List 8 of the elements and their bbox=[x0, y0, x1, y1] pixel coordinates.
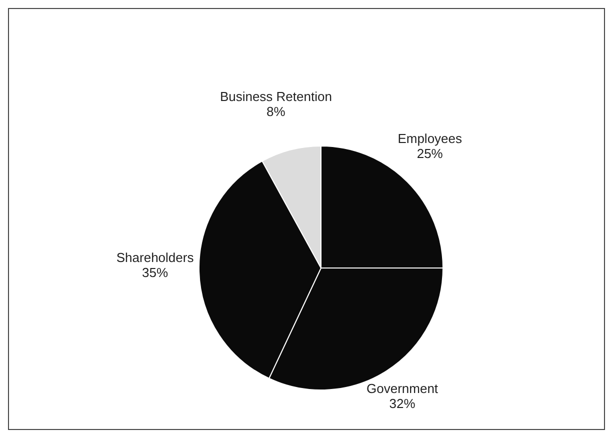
data-label: 35% bbox=[142, 265, 168, 280]
data-label: 8% bbox=[266, 104, 286, 120]
slice-label: Employees bbox=[398, 131, 463, 146]
slice-label: Shareholders bbox=[116, 250, 194, 266]
data-label: 25% bbox=[416, 146, 444, 162]
data-label: 32% bbox=[389, 396, 416, 411]
slice-label: Business Retention bbox=[220, 89, 332, 104]
slice-label: Government bbox=[366, 380, 438, 396]
